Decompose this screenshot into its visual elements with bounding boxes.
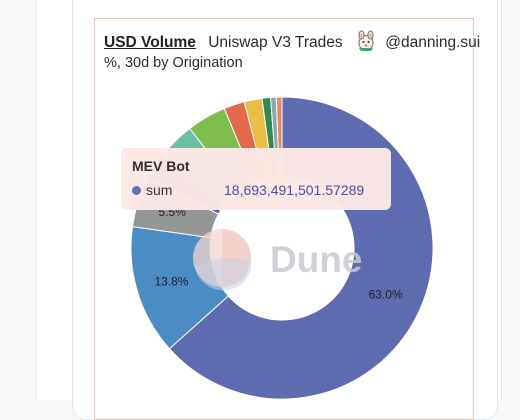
slice-data-label: 63.0% [369, 287, 403, 301]
tooltip-series-dot [132, 186, 141, 195]
chart-tooltip: MEV Bot sum 18,693,491,501.57289 [121, 148, 391, 210]
tooltip-title: MEV Bot [132, 158, 190, 174]
author-handle-link[interactable]: @danning.sui [385, 34, 481, 51]
chart-header: USD Volume Uniswap V3 Trades @danning.su… [104, 30, 480, 52]
tooltip-value: 18,693,491,501.57289 [224, 182, 365, 198]
query-title-link[interactable]: USD Volume [104, 34, 196, 51]
dune-watermark-text: Dune [270, 239, 363, 280]
query-subtitle: Uniswap V3 Trades [208, 34, 343, 51]
chart-subtitle: %, 30d by Origination [104, 55, 243, 71]
slice-data-label: 13.8% [154, 274, 188, 288]
tooltip-series-label: sum [146, 182, 173, 198]
author-avatar-icon [358, 30, 374, 52]
dune-watermark: Dune [193, 229, 363, 291]
